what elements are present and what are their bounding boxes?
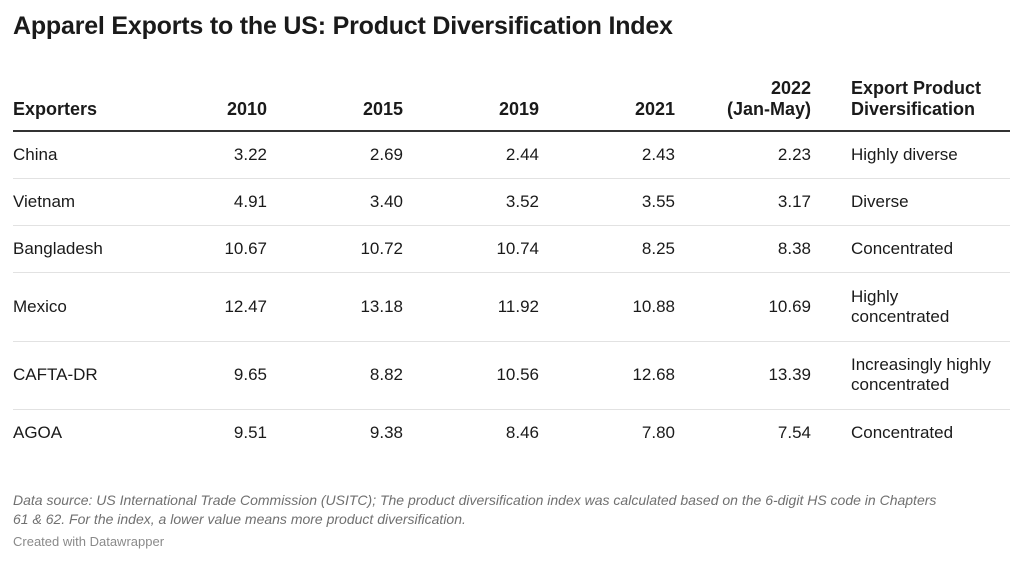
cell-2019: 3.52: [505, 191, 539, 211]
cell-2022: 13.39: [768, 365, 811, 384]
header-2021: 2021: [634, 99, 675, 119]
cell-exporter: Bangladesh: [13, 238, 103, 258]
cell-2010: 3.22: [233, 144, 267, 164]
cell-2015: 13.18: [360, 296, 403, 316]
header-2010: 2010: [226, 99, 267, 119]
cell-div-line1: Increasingly highly: [851, 355, 991, 374]
cell-div-line1: Diverse: [851, 191, 909, 211]
cell-div-line1: Concentrated: [851, 422, 954, 442]
table-row: Bangladesh 10.67 10.72 10.74 8.25 8.38 C…: [13, 225, 1010, 272]
cell-diversification: Diverse: [811, 178, 1010, 225]
cell-2010: 4.91: [233, 191, 267, 211]
cell-2019: 11.92: [497, 296, 539, 316]
credit-line: Created with Datawrapper: [13, 534, 165, 549]
cell-2015: 3.40: [369, 191, 403, 211]
cell-exporter: Mexico: [13, 296, 67, 316]
cell-2019: 2.44: [505, 144, 539, 164]
cell-2010: 12.47: [224, 296, 267, 316]
cell-div-line1: Highly diverse: [851, 144, 958, 164]
cell-2019: 10.56: [496, 365, 539, 384]
table-row: Vietnam 4.91 3.40 3.52 3.55 3.17 Diverse: [13, 178, 1010, 225]
cell-2015: 8.82: [369, 365, 403, 384]
table-row: AGOA 9.51 9.38 8.46 7.80 7.54 Concentrat…: [13, 409, 1010, 456]
cell-2015: 2.69: [369, 144, 403, 164]
cell-exporter: AGOA: [13, 422, 63, 442]
header-2022: 2022 (Jan-May): [675, 78, 811, 131]
cell-2021: 2.43: [641, 144, 675, 164]
header-2022-line2: (Jan-May): [726, 99, 811, 119]
header-div-line1: Export Product: [851, 78, 982, 98]
cell-diversification: Increasingly highly concentrated: [811, 341, 1010, 409]
cell-2022: 10.69: [768, 296, 811, 316]
header-2015: 2015: [362, 99, 403, 119]
data-table: Exporters 2010 2015 2019 2021 2022 (Jan-…: [13, 78, 1010, 456]
cell-2015: 10.72: [360, 238, 403, 258]
cell-diversification: Concentrated: [811, 409, 1010, 456]
cell-div-line1: Highly: [851, 286, 899, 306]
cell-2022: 8.38: [777, 238, 811, 258]
cell-2022: 2.23: [777, 144, 811, 164]
source-note-line1: Data source: US International Trade Comm…: [13, 492, 937, 508]
cell-2021: 7.80: [641, 422, 675, 442]
cell-2021: 8.25: [641, 238, 675, 258]
cell-div-line2: concentrated: [851, 306, 950, 326]
cell-2019: 10.74: [496, 238, 539, 258]
chart-title: Apparel Exports to the US: Product Diver…: [13, 12, 673, 40]
cell-exporter: Vietnam: [13, 191, 76, 211]
cell-diversification: Concentrated: [811, 225, 1010, 272]
table-row: CAFTA-DR 9.65 8.82 10.56 12.68 13.39 Inc…: [13, 341, 1010, 409]
table-row: Mexico 12.47 13.18 11.92 10.88 10.69 Hig…: [13, 272, 1010, 341]
header-div-line2: Diversification: [851, 99, 976, 119]
cell-exporter: China: [13, 144, 58, 164]
cell-exporter: CAFTA-DR: [13, 365, 98, 384]
cell-div-line2: concentrated: [851, 375, 950, 394]
table-row: China 3.22 2.69 2.44 2.43 2.23 Highly di…: [13, 131, 1010, 178]
cell-div-line1: Concentrated: [851, 238, 954, 258]
cell-2010: 10.67: [224, 238, 267, 258]
cell-2021: 12.68: [632, 365, 675, 384]
cell-diversification: Highly concentrated: [811, 272, 1010, 341]
cell-2019: 8.46: [505, 422, 539, 442]
table-header-row: Exporters 2010 2015 2019 2021 2022 (Jan-…: [13, 78, 1010, 131]
cell-2021: 3.55: [641, 191, 675, 211]
cell-diversification: Highly diverse: [811, 131, 1010, 178]
source-note-line2: 61 & 62. For the index, a lower value me…: [13, 511, 466, 527]
source-note: Data source: US International Trade Comm…: [13, 491, 1013, 529]
header-diversification: Export Product Diversification: [811, 78, 1010, 131]
header-2019: 2019: [498, 99, 539, 119]
cell-2015: 9.38: [369, 422, 403, 442]
header-2022-line1: 2022: [770, 78, 811, 98]
cell-2010: 9.65: [233, 365, 267, 384]
cell-2010: 9.51: [233, 422, 267, 442]
cell-2021: 10.88: [632, 296, 675, 316]
cell-2022: 3.17: [777, 191, 811, 211]
header-exporters: Exporters: [13, 99, 98, 119]
cell-2022: 7.54: [777, 422, 811, 442]
